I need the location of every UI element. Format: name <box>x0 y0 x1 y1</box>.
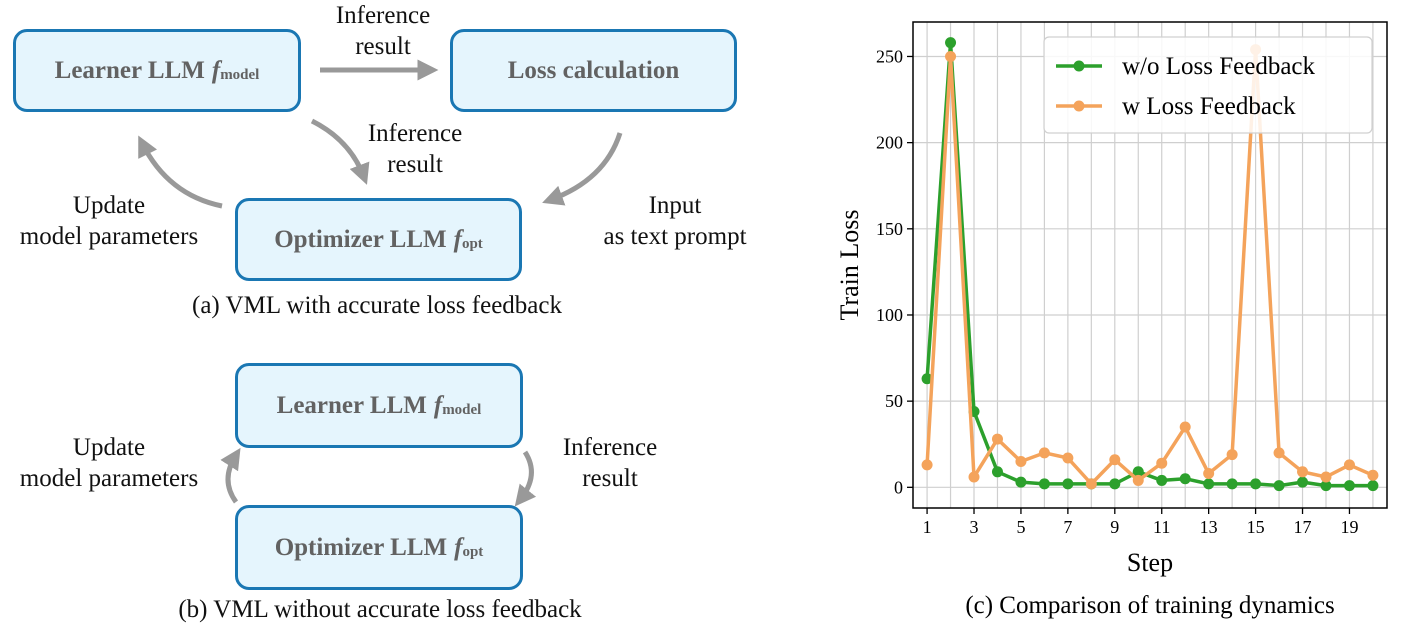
loss-calculation-label: Loss calculation <box>507 56 680 84</box>
series-1-point <box>1109 454 1121 466</box>
legend-box <box>1043 36 1373 134</box>
optimizer-llm-box-b: Optimizer LLM f opt <box>235 505 523 590</box>
y-tick-label: 150 <box>876 219 903 239</box>
learner-llm-label-b: Learner LLM <box>276 391 427 419</box>
y-tick-label: 100 <box>876 305 903 325</box>
learner-subscript: model <box>220 67 260 83</box>
optimizer-f-symbol-b: f <box>454 533 463 561</box>
arrow-learner-to-optimizer <box>310 118 370 185</box>
y-axis-label: Train Loss <box>835 209 864 320</box>
x-tick-label: 15 <box>1247 517 1265 537</box>
series-1-point <box>1156 457 1168 469</box>
x-tick-label: 13 <box>1200 517 1218 537</box>
edge-label-b-left: Update model parameters <box>19 434 199 492</box>
series-1-point <box>1297 466 1309 478</box>
optimizer-llm-label: Optimizer LLM <box>274 225 447 253</box>
caption-b: (b) VML without accurate loss feedback <box>178 596 582 623</box>
series-0-point <box>1156 474 1168 486</box>
x-tick-label: 5 <box>1016 517 1025 537</box>
series-0-point <box>945 37 957 49</box>
series-0-point <box>1132 466 1144 478</box>
arrow-optimizer-to-learner <box>138 135 223 209</box>
y-tick-label: 200 <box>876 133 903 153</box>
x-tick-label: 9 <box>1110 517 1119 537</box>
edge-label-top: Inference result <box>335 2 431 60</box>
series-0-point <box>921 373 933 385</box>
x-tick-label: 1 <box>923 517 932 537</box>
series-0-point <box>1343 480 1355 492</box>
series-0-point <box>1226 478 1238 490</box>
series-1-point <box>1367 469 1379 481</box>
optimizer-f-symbol: f <box>453 225 462 253</box>
caption-c: (c) Comparison of training dynamics <box>965 592 1334 619</box>
y-tick-label: 250 <box>876 46 903 66</box>
chart-legend: w/o Loss Feedback w Loss Feedback <box>1043 36 1373 134</box>
x-tick-label: 17 <box>1294 517 1312 537</box>
learner-f-symbol-b: f <box>433 391 443 419</box>
optimizer-subscript-b: opt <box>462 544 484 560</box>
y-tick-label: 50 <box>885 391 903 411</box>
caption-a: (a) VML with accurate loss feedback <box>192 292 562 319</box>
series-1-point <box>921 459 933 471</box>
x-tick-label: 19 <box>1340 517 1358 537</box>
learner-llm-box: Learner LLM f model <box>13 29 301 112</box>
edge-label-mid: Inference result <box>367 120 463 178</box>
arrow-loss-to-optimizer <box>542 132 623 206</box>
series-0-point <box>1203 478 1215 490</box>
series-1-point <box>1320 471 1332 483</box>
series-1-point <box>1132 474 1144 486</box>
optimizer-subscript: opt <box>461 236 483 252</box>
series-0-point <box>1273 480 1285 492</box>
series-1-point <box>968 471 980 483</box>
series-1-point <box>1085 478 1097 490</box>
learner-f-symbol: f <box>211 56 221 84</box>
series-0-point <box>1109 478 1121 490</box>
series-0-point <box>1367 480 1379 492</box>
series-1-point <box>1038 447 1050 459</box>
x-tick-label: 11 <box>1153 517 1170 537</box>
optimizer-llm-label-b: Optimizer LLM <box>274 533 448 561</box>
series-1-point <box>1226 449 1238 461</box>
legend-marker-0 <box>1073 60 1085 72</box>
series-0-point <box>991 466 1003 478</box>
series-0-point <box>1297 476 1309 488</box>
series-0-point <box>1250 478 1262 490</box>
learner-subscript-b: model <box>442 402 482 418</box>
edge-label-left: Update model parameters <box>19 192 199 250</box>
series-0-point <box>1015 476 1027 488</box>
series-1-point <box>1015 455 1027 467</box>
x-tick-label: 7 <box>1063 517 1072 537</box>
learner-llm-box-b: Learner LLM f model <box>235 363 523 448</box>
plot-frame <box>912 21 1388 509</box>
series-1-point <box>945 50 957 62</box>
series-1-point <box>1203 468 1215 480</box>
series-0-point <box>1038 478 1050 490</box>
series-1-point <box>1062 452 1074 464</box>
series-1-point <box>1179 421 1191 433</box>
series-0-point <box>1179 473 1191 485</box>
series-1-point <box>991 433 1003 445</box>
edge-label-right: Input as text prompt <box>603 192 747 250</box>
y-tick-label: 0 <box>894 477 903 497</box>
x-axis-label: Step <box>1127 548 1173 577</box>
legend-marker-1 <box>1073 100 1085 112</box>
arrow-b-optimizer-to-learner <box>220 447 241 504</box>
edge-label-b-right: Inference result <box>562 434 658 492</box>
legend-label-0: w/o Loss Feedback <box>1122 53 1316 80</box>
series-1-point <box>1343 459 1355 471</box>
legend-label-1: w Loss Feedback <box>1122 93 1296 120</box>
arrow-b-learner-to-optimizer <box>514 450 537 507</box>
series-0-point <box>1320 480 1332 492</box>
loss-calculation-box: Loss calculation <box>450 29 737 112</box>
series-0-point <box>1062 478 1074 490</box>
learner-llm-label: Learner LLM <box>54 56 205 84</box>
optimizer-llm-box: Optimizer LLM f opt <box>235 198 522 281</box>
series-1-point <box>1273 447 1285 459</box>
x-tick-label: 3 <box>970 517 979 537</box>
